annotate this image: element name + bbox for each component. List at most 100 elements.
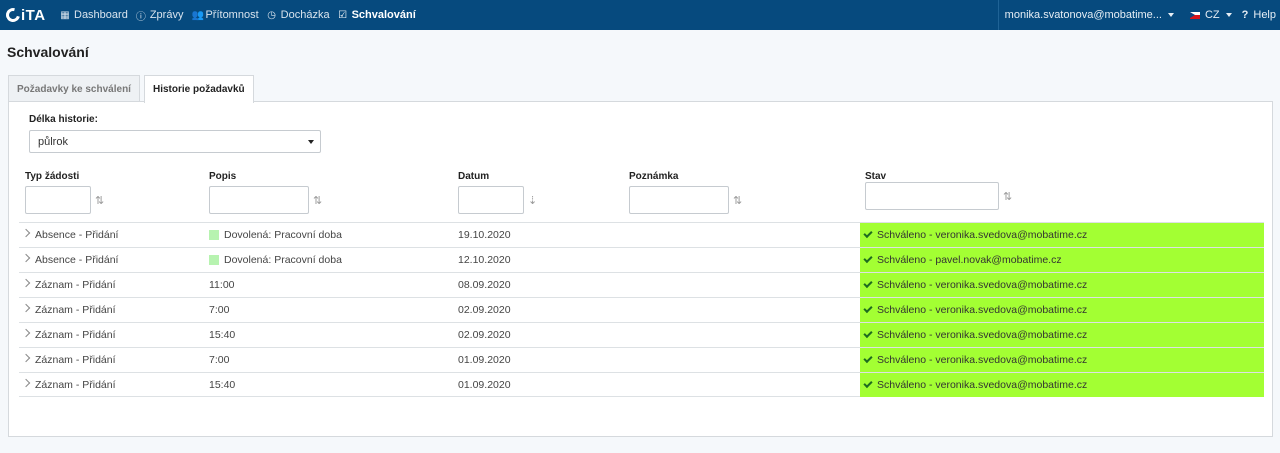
help-label: Help	[1253, 9, 1276, 21]
info-icon: ⓘ	[135, 11, 146, 23]
nav-item-label: Docházka	[280, 9, 330, 21]
check-icon	[863, 303, 873, 314]
chevron-right-icon[interactable]	[21, 228, 31, 238]
description-text: Dovolená: Pracovní doba	[224, 229, 342, 241]
check-square-icon: ☑	[338, 9, 348, 21]
nav-item-dashboard[interactable]: ▦ Dashboard	[56, 0, 132, 30]
logo[interactable]: iTA	[0, 0, 56, 30]
nav-right: monika.svatonova@mobatime... CZ ? Help	[997, 0, 1280, 30]
cell-date: 02.09.2020	[458, 304, 511, 316]
check-icon	[863, 328, 873, 339]
question-icon: ?	[1241, 9, 1249, 21]
table-row[interactable]: Absence - Přidání Dovolená: Pracovní dob…	[19, 247, 1264, 272]
logo-ring-icon	[3, 5, 23, 25]
language-label: CZ	[1204, 9, 1220, 21]
nav-item-schvalovani[interactable]: ☑ Schvalování	[334, 0, 420, 30]
sort-icon[interactable]: ⇅	[313, 195, 323, 207]
cell-status: Schváleno - veronika.svedova@mobatime.cz	[860, 348, 1264, 372]
grid-icon: ▦	[60, 9, 70, 21]
logo-text: iTA	[21, 6, 46, 24]
cell-description: 11:00	[209, 279, 235, 291]
cell-date: 12.10.2020	[458, 254, 511, 266]
top-navbar: iTA ▦ Dashboard ⓘ Zprávy 👥 Přítomnost ◷ …	[0, 0, 1280, 30]
column-header-description[interactable]: Popis	[209, 171, 237, 182]
chevron-right-icon[interactable]	[21, 278, 31, 288]
status-text: Schváleno - veronika.svedova@mobatime.cz	[877, 304, 1088, 316]
nav-item-label: Schvalování	[351, 9, 416, 21]
cell-type: Záznam - Přidání	[35, 329, 116, 341]
cell-date: 01.09.2020	[458, 379, 511, 391]
check-icon	[863, 278, 873, 289]
history-table: Absence - Přidání Dovolená: Pracovní dob…	[19, 222, 1264, 397]
table-row[interactable]: Záznam - Přidání 7:00 02.09.2020 Schvále…	[19, 297, 1264, 322]
status-text: Schváleno - pavel.novak@mobatime.cz	[877, 254, 1062, 266]
cell-description: 7:00	[209, 304, 230, 316]
cell-type: Absence - Přidání	[35, 254, 119, 266]
filter-status-input[interactable]	[865, 182, 999, 210]
cell-status: Schváleno - veronika.svedova@mobatime.cz	[860, 373, 1264, 397]
chevron-right-icon[interactable]	[21, 303, 31, 313]
page-title: Schvalování	[7, 44, 89, 60]
cell-date: 02.09.2020	[458, 329, 511, 341]
table-row[interactable]: Absence - Přidání Dovolená: Pracovní dob…	[19, 222, 1264, 247]
history-length-label: Délka historie:	[29, 114, 98, 125]
status-text: Schváleno - veronika.svedova@mobatime.cz	[877, 379, 1088, 391]
sort-icon[interactable]: ⇅	[1003, 191, 1013, 203]
cell-status: Schváleno - veronika.svedova@mobatime.cz	[860, 323, 1264, 347]
table-row[interactable]: Záznam - Přidání 15:40 01.09.2020 Schvál…	[19, 372, 1264, 397]
filter-date-input[interactable]	[458, 186, 524, 214]
cell-date: 19.10.2020	[458, 229, 511, 241]
status-text: Schváleno - veronika.svedova@mobatime.cz	[877, 279, 1088, 291]
sort-desc-icon[interactable]: ⇣	[528, 195, 538, 207]
filter-note-input[interactable]	[629, 186, 729, 214]
table-row[interactable]: Záznam - Přidání 7:00 01.09.2020 Schvále…	[19, 347, 1264, 372]
cell-description: Dovolená: Pracovní doba	[209, 248, 342, 272]
cell-status: Schváleno - veronika.svedova@mobatime.cz	[860, 298, 1264, 322]
nav-item-label: Dashboard	[74, 9, 128, 21]
check-icon	[863, 378, 873, 389]
chevron-down-icon	[1167, 13, 1174, 17]
nav-item-zpravy[interactable]: ⓘ Zprávy	[132, 0, 188, 30]
chevron-right-icon[interactable]	[21, 253, 31, 263]
check-icon	[863, 228, 873, 239]
tab-pending-requests[interactable]: Požadavky ke schválení	[8, 75, 140, 102]
nav-item-label: Zprávy	[149, 9, 184, 21]
help-link[interactable]: ? Help	[1240, 0, 1280, 30]
tab-request-history[interactable]: Historie požadavků	[143, 75, 254, 103]
sort-icon[interactable]: ⇅	[95, 195, 105, 207]
history-length-select[interactable]: půlrok	[29, 130, 321, 153]
column-header-status[interactable]: Stav	[865, 171, 887, 182]
chevron-down-icon	[1225, 13, 1232, 17]
cell-status: Schváleno - pavel.novak@mobatime.cz	[860, 248, 1264, 272]
filter-description-input[interactable]	[209, 186, 309, 214]
nav-item-pritomnost[interactable]: 👥 Přítomnost	[187, 0, 262, 30]
check-icon	[863, 253, 873, 264]
chevron-right-icon[interactable]	[21, 353, 31, 363]
description-text: Dovolená: Pracovní doba	[224, 254, 342, 266]
column-header-note[interactable]: Poznámka	[629, 171, 679, 182]
nav-items: ▦ Dashboard ⓘ Zprávy 👥 Přítomnost ◷ Doch…	[56, 0, 420, 30]
user-email: monika.svatonova@mobatime...	[1004, 9, 1162, 21]
user-menu[interactable]: monika.svatonova@mobatime...	[997, 0, 1182, 30]
filter-type-input[interactable]	[25, 186, 91, 214]
column-header-type[interactable]: Typ žádosti	[25, 171, 80, 182]
status-text: Schváleno - veronika.svedova@mobatime.cz	[877, 354, 1088, 366]
color-swatch	[209, 230, 219, 240]
cell-date: 01.09.2020	[458, 354, 511, 366]
chevron-right-icon[interactable]	[21, 328, 31, 338]
color-swatch	[209, 255, 219, 265]
nav-item-dochazka[interactable]: ◷ Docházka	[263, 0, 334, 30]
language-selector[interactable]: CZ	[1182, 0, 1240, 30]
sort-icon[interactable]: ⇅	[733, 195, 743, 207]
cell-description: 7:00	[209, 354, 230, 366]
table-row[interactable]: Záznam - Přidání 11:00 08.09.2020 Schvál…	[19, 272, 1264, 297]
status-text: Schváleno - veronika.svedova@mobatime.cz	[877, 329, 1088, 341]
cell-description: 15:40	[209, 379, 236, 391]
chevron-right-icon[interactable]	[21, 378, 31, 388]
table-row[interactable]: Záznam - Přidání 15:40 02.09.2020 Schvál…	[19, 322, 1264, 347]
history-length-value: půlrok	[38, 135, 68, 148]
tab-bar: Požadavky ke schválení Historie požadavk…	[8, 75, 258, 103]
column-header-date[interactable]: Datum	[458, 171, 490, 182]
cell-type: Záznam - Přidání	[35, 379, 116, 391]
cell-status: Schváleno - veronika.svedova@mobatime.cz	[860, 273, 1264, 297]
